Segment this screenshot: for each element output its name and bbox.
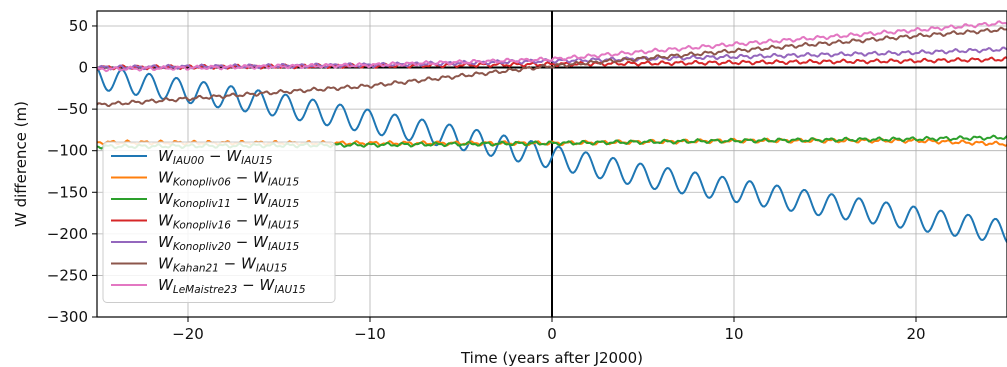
y-tick-label: −50: [56, 100, 88, 118]
y-axis-label: W difference (m): [12, 101, 30, 227]
tick-marks: [92, 25, 917, 322]
x-tick-labels: −20 −10 0 10 20: [172, 325, 925, 343]
legend-entry: WKonopliv16 − WIAU15: [158, 212, 300, 232]
y-tick-labels: 50 0 −50 −100 −150 −200 −250 −300: [47, 17, 88, 326]
series-line-kahan21: [96, 26, 1007, 108]
y-tick-label: −200: [47, 225, 88, 243]
x-axis-label: Time (years after J2000): [460, 349, 643, 367]
y-tick-label: 0: [78, 59, 88, 77]
legend-entry: WLeMaistre23 − WIAU15: [158, 276, 306, 296]
legend-entry: WIAU00 − WIAU15: [158, 147, 273, 167]
x-tick-label: 0: [547, 325, 557, 343]
series-line-iau00: [96, 66, 1007, 243]
y-tick-label: −100: [47, 142, 88, 160]
y-tick-label: −250: [47, 266, 88, 284]
x-tick-label: −10: [354, 325, 386, 343]
legend-box: [102, 141, 336, 303]
legend-entry: WKonopliv11 − WIAU15: [158, 190, 300, 210]
legend-entry: WKonopliv06 − WIAU15: [158, 169, 300, 189]
x-tick-label: 10: [724, 325, 743, 343]
legend-entry: WKonopliv20 − WIAU15: [158, 233, 300, 253]
y-tick-label: −150: [47, 183, 88, 201]
x-tick-label: 20: [906, 325, 925, 343]
series-line-lemaistre23: [96, 20, 1007, 73]
legend-entry: WKahan21 − WIAU15: [158, 255, 288, 275]
x-tick-label: −20: [172, 325, 204, 343]
y-tick-label: 50: [69, 17, 88, 35]
y-tick-label: −300: [47, 308, 88, 326]
